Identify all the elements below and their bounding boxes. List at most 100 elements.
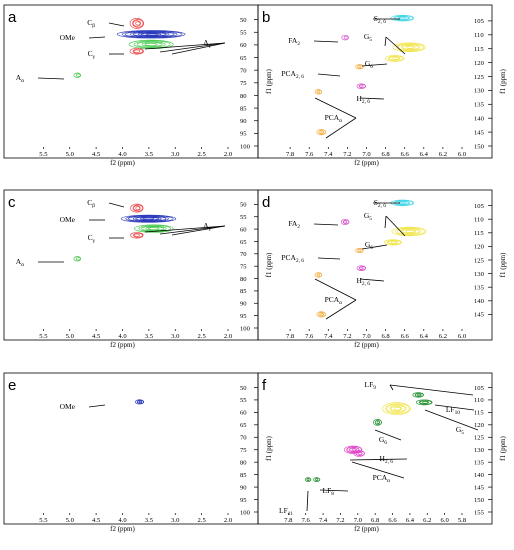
leader-line — [171, 225, 226, 236]
peak-label-main: A — [16, 73, 22, 82]
panel-frame — [257, 189, 493, 341]
contour-ring — [75, 257, 81, 261]
x-tick-label: 4.0 — [118, 517, 127, 524]
contour-ring — [392, 42, 426, 53]
peak-label: G6 — [365, 240, 373, 251]
leader-line — [319, 489, 349, 492]
peak-label: PCA2, 6 — [281, 69, 304, 80]
leader-line — [434, 404, 475, 411]
peak-label: G5 — [364, 211, 372, 222]
leader-line — [306, 490, 309, 512]
peak-label-main: A — [203, 221, 209, 230]
peak-label-sub: γ — [92, 238, 96, 244]
contour-ring — [419, 400, 430, 405]
contour-ring — [390, 241, 398, 244]
contour-ring — [133, 224, 174, 233]
contour-ring — [382, 402, 411, 415]
contour-ring — [393, 406, 402, 411]
contour-ring — [116, 30, 186, 39]
y-tick-label: 70 — [240, 67, 247, 74]
contour-ring — [135, 206, 141, 210]
cross-peak — [130, 203, 144, 213]
panel-frame — [3, 4, 259, 159]
leader-line — [349, 458, 408, 461]
x-tick-label: 3.5 — [145, 333, 154, 340]
cross-peak — [304, 477, 312, 482]
peak-label: Cβ — [87, 18, 95, 29]
cross-peak — [116, 30, 186, 39]
contour-ring — [359, 84, 364, 88]
leader-line — [144, 42, 226, 50]
x-tick-label: 3.0 — [171, 333, 180, 340]
contour-ring — [141, 42, 163, 47]
y-axis-label: f1 (ppm) — [499, 435, 507, 460]
peak-label-main: G — [364, 211, 370, 220]
cross-peak — [384, 55, 405, 62]
y-tick-label: 140 — [474, 116, 485, 123]
peak-label-sub: β — [92, 23, 95, 29]
x-tick-label: 5.5 — [39, 151, 48, 158]
contour-ring — [358, 452, 363, 455]
contour-ring — [390, 405, 403, 412]
y-tick-label: 60 — [240, 42, 247, 49]
x-tick-label: 2.0 — [224, 333, 233, 340]
contour-ring — [120, 214, 177, 223]
cross-peak — [356, 265, 367, 272]
y-tick-label: 110 — [474, 397, 484, 404]
peak-label: Aγ — [203, 221, 211, 232]
peak-label-main: OMe — [60, 33, 76, 42]
cross-peak — [133, 224, 174, 233]
x-tick-label: 6.2 — [423, 517, 431, 524]
panel-letter: b — [262, 9, 270, 26]
leader-line — [317, 257, 341, 260]
x-tick-label: 2.0 — [224, 517, 233, 524]
contour-ring — [129, 31, 175, 38]
peak-label-sub: 2, 6 — [296, 258, 304, 264]
cross-peak — [313, 477, 321, 482]
peak-label-main: PCA — [373, 473, 388, 482]
contour-ring — [133, 40, 171, 49]
leader-line — [351, 461, 405, 479]
contour-ring — [343, 35, 349, 40]
peak-label: Aγ — [203, 38, 211, 49]
x-tick-label: 4.5 — [92, 333, 101, 340]
y-tick-label: 80 — [240, 276, 247, 283]
contour-ring — [135, 21, 141, 26]
cross-peak — [340, 218, 350, 225]
leader-line — [37, 77, 65, 80]
cross-peak — [412, 392, 424, 398]
contour-ring — [316, 273, 321, 277]
peak-label: LF11 — [279, 506, 293, 517]
leader-line — [314, 278, 357, 301]
peak-label-sub: α — [21, 262, 24, 268]
y-tick-label: 150 — [474, 143, 485, 150]
contour-ring — [132, 48, 144, 54]
contour-ring — [386, 404, 407, 414]
contour-ring — [346, 446, 360, 453]
peak-label-sub: 9 — [373, 385, 376, 391]
contour-ring — [129, 47, 145, 55]
contour-ring — [142, 217, 155, 220]
contour-ring — [343, 445, 363, 454]
peak-label-sub: 2, 6 — [378, 19, 386, 25]
y-tick-label: 65 — [240, 55, 247, 62]
leader-line — [171, 42, 226, 55]
leader-line — [313, 223, 339, 226]
leader-line — [88, 36, 106, 39]
x-tick-label: 6.4 — [420, 333, 429, 340]
leader-line — [389, 384, 474, 396]
peak-label-sub: β — [92, 203, 95, 209]
contour-ring — [129, 18, 145, 29]
peak-label: H2, 6 — [379, 454, 393, 465]
contour-ring — [306, 478, 310, 481]
contour-ring — [121, 30, 183, 38]
peak-label-sub: α — [339, 300, 342, 306]
y-tick-label: 125 — [474, 74, 485, 81]
contour-ring — [132, 19, 144, 28]
contour-ring — [138, 400, 143, 403]
y-tick-label: 90 — [240, 484, 247, 491]
peak-label-sub: α — [387, 478, 390, 484]
leader-line — [384, 36, 387, 47]
peak-label-main: S — [374, 198, 378, 207]
peak-label: LF8 — [323, 486, 335, 497]
